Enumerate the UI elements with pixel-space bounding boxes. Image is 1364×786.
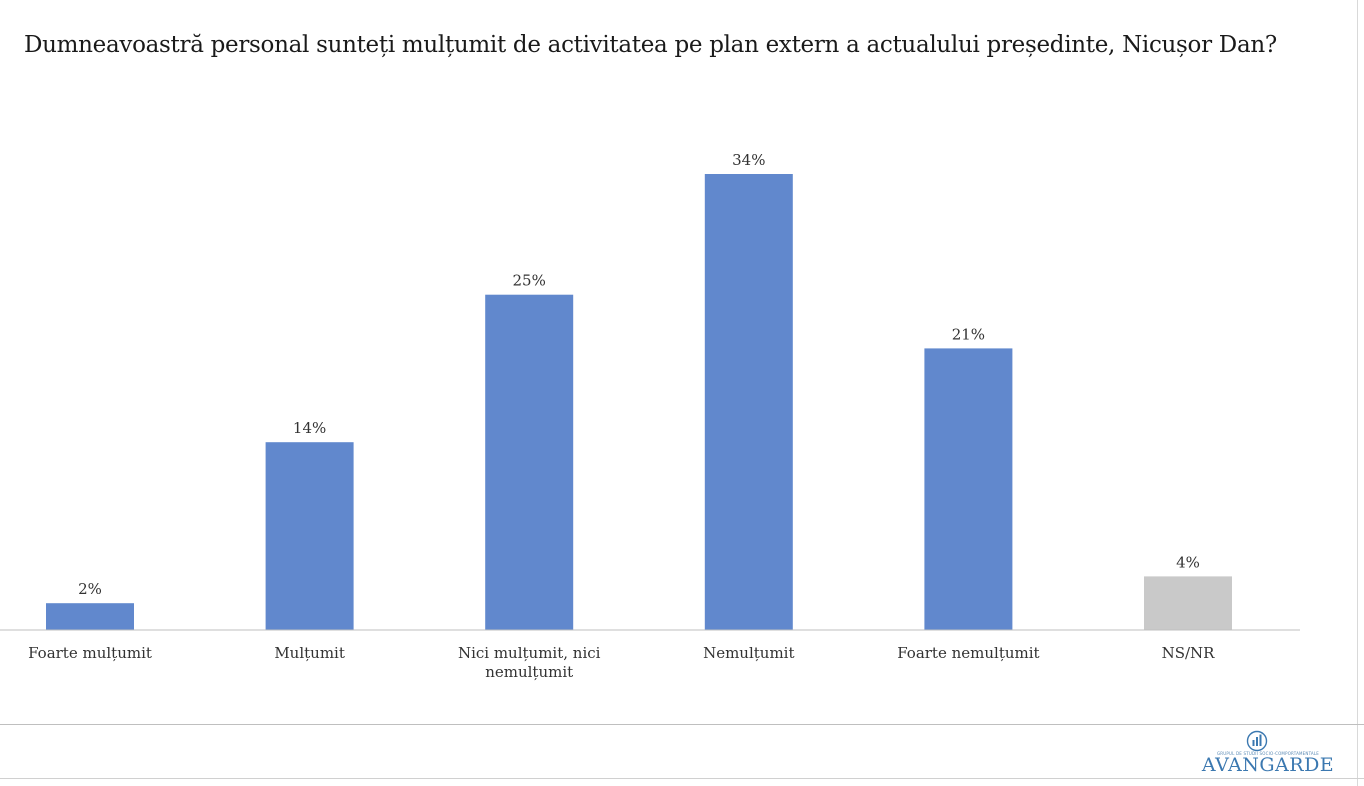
logo-tagline: GRUPUL DE STUDII SOCIO-COMPORTAMENTALE [1216,751,1320,756]
avangarde-logo: GRUPUL DE STUDII SOCIO-COMPORTAMENTALE A… [1190,728,1350,778]
data-label-1: 14% [293,419,326,437]
bar-3 [704,174,793,630]
bar-5 [1144,576,1232,630]
bar-4 [924,348,1013,630]
bar-2 [485,294,574,630]
data-label-3: 34% [732,151,765,169]
page-edge-divider [1357,0,1358,786]
avangarde-logo-icon [1246,730,1268,752]
footer-bottom-line [0,778,1364,779]
chart-title: Dumneavoastră personal sunteți mulțumit … [24,32,1277,58]
category-label-2: Nici mulțumit, nici nemulțumit [458,644,601,681]
bar-chart: 2% Foarte mulțumit 14% Mulțumit 25% Nici mulț… [0,151,1300,681]
category-label-4: Foarte nemulțumit [897,644,1039,662]
data-label-2: 25% [513,272,546,290]
bar-1 [265,442,354,630]
bar-0 [46,603,134,630]
category-label-1: Mulțumit [274,644,345,662]
data-label-5: 4% [1176,553,1200,571]
data-label-0: 2% [78,580,102,598]
category-label-5: NS/NR [1162,644,1216,662]
footer-divider [0,724,1364,725]
logo-wordmark: AVANGARDE [1201,754,1335,776]
category-label-3: Nemulțumit [703,644,794,662]
data-label-4: 21% [952,325,985,343]
category-label-0: Foarte mulțumit [28,644,152,662]
